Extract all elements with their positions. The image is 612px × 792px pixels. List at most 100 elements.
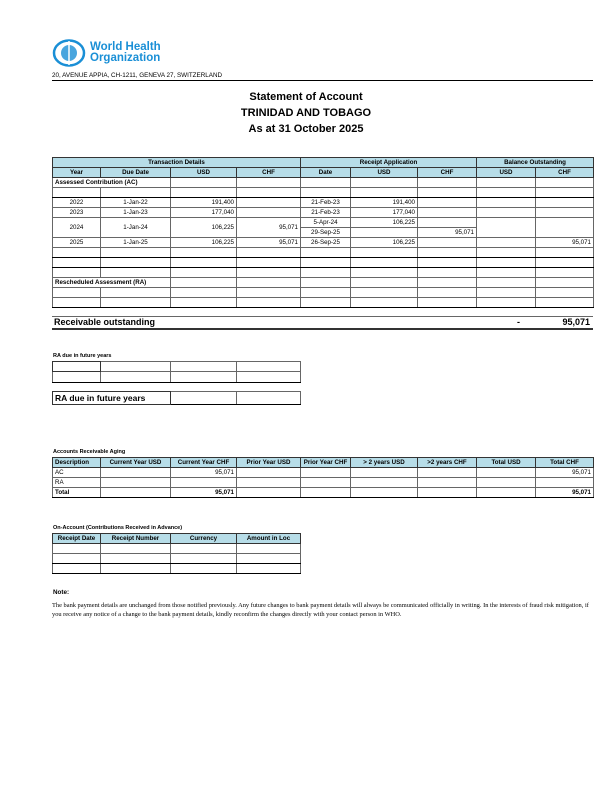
aging-col-header: Prior Year CHF <box>300 457 351 468</box>
logo-line2: Organization <box>90 52 161 64</box>
note-heading: Note: <box>53 589 70 596</box>
aging-cell <box>100 467 171 478</box>
aging-cell <box>417 477 477 488</box>
ra-future-table <box>52 361 301 383</box>
column-header-row: Year Due Date USD CHF Date USD CHF USD C… <box>52 167 595 178</box>
col-chf: CHF <box>236 167 301 178</box>
country-name: TRINIDAD AND TOBAGO <box>240 107 372 119</box>
year-cell: 2025 <box>52 237 101 248</box>
group-balance-outstanding: Balance Outstanding <box>475 157 595 168</box>
aging-row: AC 95,071 95,071 <box>52 467 594 478</box>
on-account-table: Receipt Date Receipt Number Currency Amo… <box>52 533 301 574</box>
receipt-chf-cell <box>417 197 477 208</box>
ra-section-label: Rescheduled Assessment (RA) <box>52 277 171 288</box>
due-date-cell: 1-Jan-25 <box>100 237 171 248</box>
group-transaction-details: Transaction Details <box>52 157 301 168</box>
receivable-outstanding-row: Receivable outstanding - 95,071 <box>52 316 593 330</box>
aging-cell: Total <box>52 487 101 498</box>
balance-usd-cell <box>476 207 536 218</box>
receipt-chf-cell: 95,071 <box>417 227 477 238</box>
usd-cell: 106,225 <box>170 237 237 248</box>
usd-cell: 191,400 <box>170 197 237 208</box>
aging-cell <box>476 487 536 498</box>
aging-cell <box>236 467 301 478</box>
blank-row <box>52 371 301 383</box>
ac-row: 2022 1-Jan-22 191,400 21-Feb-23 191,400 <box>52 197 595 208</box>
receipt-chf-cell <box>417 207 477 218</box>
blank-row <box>52 553 301 564</box>
blank-row <box>52 247 595 258</box>
aging-col-header: Current Year CHF <box>170 457 237 468</box>
blank-row <box>52 257 595 268</box>
balance-usd-cell <box>476 237 536 248</box>
receipt-date-cell: 29-Sep-25 <box>300 227 351 238</box>
usd-cell: 177,040 <box>170 207 237 218</box>
aging-row: Total 95,071 95,071 <box>52 487 594 498</box>
receipt-usd-cell: 106,225 <box>350 217 418 228</box>
aging-cell <box>350 477 418 488</box>
on-account-header-row: Receipt Date Receipt Number Currency Amo… <box>52 533 301 544</box>
balance-chf-cell <box>534 207 595 218</box>
aging-cell <box>417 467 477 478</box>
ac-row: 2024 1-Jan-24 106,225 95,071 5-Apr-24 106,225 <box>52 217 595 238</box>
col-receipt-chf: CHF <box>417 167 477 178</box>
receipt-usd-cell <box>350 227 418 238</box>
aging-cell <box>535 477 594 488</box>
aging-heading: Accounts Receivable Aging <box>53 449 126 455</box>
blank-row <box>52 543 301 554</box>
receipt-date-cell: 21-Feb-23 <box>300 207 351 218</box>
blank-row <box>52 187 595 198</box>
receipt-date-cell: 26-Sep-25 <box>300 237 351 248</box>
receipt-usd-cell: 191,400 <box>350 197 418 208</box>
col-balance-usd: USD <box>476 167 536 178</box>
balance-usd-cell <box>476 197 536 208</box>
year-cell: 2023 <box>52 207 101 218</box>
chf-cell: 95,071 <box>236 237 301 248</box>
aging-cell <box>476 467 536 478</box>
receivable-usd: - <box>517 317 520 327</box>
col-receipt-date: Date <box>300 167 351 178</box>
receipt-usd-cell: 106,225 <box>350 237 418 248</box>
year-cell: 2022 <box>52 197 101 208</box>
aging-col-header: Total CHF <box>535 457 594 468</box>
receipt-chf-cell <box>417 217 477 228</box>
aging-col-header: > 2 years USD <box>350 457 418 468</box>
address: 20, AVENUE APPIA, CH-1211, GENEVA 27, SW… <box>52 72 593 81</box>
blank-row <box>52 267 595 278</box>
ra-future-total-table: RA due in future years <box>52 391 301 405</box>
chf-cell <box>236 207 301 218</box>
ac-row: 2025 1-Jan-25 106,225 95,071 26-Sep-25 106,22… <box>52 237 595 248</box>
receipt-chf-cell <box>417 237 477 248</box>
receipt-date-cell: 21-Feb-23 <box>300 197 351 208</box>
logo-line1: World Health <box>90 41 161 53</box>
aging-col-header: >2 years CHF <box>417 457 477 468</box>
receivable-outstanding-label: Receivable outstanding <box>54 317 156 327</box>
col-amount-in-loc: Amount in Loc <box>236 533 301 544</box>
who-logo: World Health Organization <box>52 38 162 68</box>
ra-future-total-label: RA due in future years <box>52 391 171 405</box>
aging-col-header: Description <box>52 457 101 468</box>
ra-future-total-row: RA due in future years <box>52 391 301 405</box>
due-date-cell: 1-Jan-24 <box>100 217 171 238</box>
blank-row <box>52 297 595 308</box>
col-usd: USD <box>170 167 237 178</box>
col-receipt-number: Receipt Number <box>100 533 171 544</box>
aging-table: Description Current Year USD Current Year … <box>52 457 594 498</box>
chf-cell: 95,071 <box>236 217 301 238</box>
aging-cell: 95,071 <box>170 467 237 478</box>
aging-cell <box>100 477 171 488</box>
ac-section-row: Assessed Contribution (AC) <box>52 177 595 188</box>
aging-cell <box>100 487 171 498</box>
aging-cell: 95,071 <box>170 487 237 498</box>
aging-header-row: Description Current Year USD Current Year … <box>52 457 594 468</box>
aging-col-header: Current Year USD <box>100 457 171 468</box>
aging-cell <box>300 467 351 478</box>
due-date-cell: 1-Jan-22 <box>100 197 171 208</box>
balance-chf-cell <box>534 217 595 238</box>
usd-cell: 106,225 <box>170 217 237 238</box>
aging-cell <box>350 467 418 478</box>
col-currency: Currency <box>170 533 237 544</box>
aging-cell <box>170 477 237 488</box>
aging-cell <box>350 487 418 498</box>
col-year: Year <box>52 167 101 178</box>
